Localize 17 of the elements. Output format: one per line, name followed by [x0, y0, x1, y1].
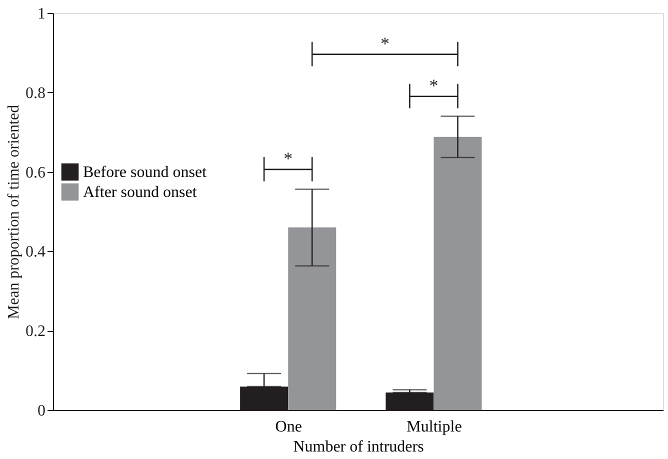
y-tick-label: 0 — [38, 402, 46, 420]
y-axis-title: Mean proportion of time oriented — [6, 104, 22, 320]
legend-label: Before sound onset — [83, 164, 208, 181]
y-tick-label: 0.8 — [26, 84, 46, 102]
y-tick-label: 1 — [38, 6, 46, 22]
x-tick-label: Multiple — [406, 418, 462, 436]
legend-label: After sound onset — [83, 184, 198, 201]
bar — [434, 136, 482, 410]
y-tick-label: 0.6 — [26, 164, 46, 182]
x-axis-title: Number of intruders — [293, 438, 424, 456]
annotation: * — [380, 33, 390, 54]
annotation: * — [429, 75, 438, 96]
bar — [288, 227, 336, 410]
y-tick-label: 0.4 — [26, 244, 46, 261]
x-tick-label: One — [275, 418, 302, 436]
annotation: * — [284, 148, 293, 168]
y-tick-label: 0.2 — [26, 323, 46, 340]
